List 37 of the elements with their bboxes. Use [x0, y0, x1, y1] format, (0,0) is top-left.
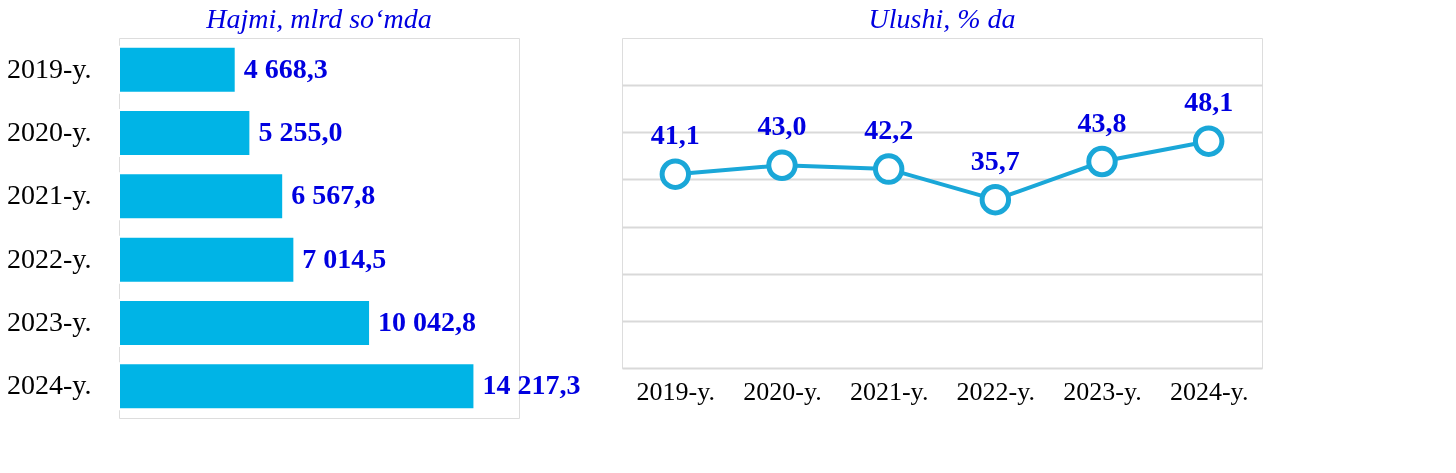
bar	[118, 299, 372, 347]
bar	[118, 109, 252, 157]
point	[979, 184, 1012, 216]
y-tick-label: 2021-y.	[6, 179, 92, 211]
bar	[118, 235, 296, 284]
point	[1086, 145, 1118, 178]
data-label: 48,1	[1184, 86, 1234, 118]
data-label: 6 567,8	[291, 179, 376, 211]
x-tick-label: 2022-y.	[956, 376, 1036, 406]
x-tick-label: 2023-y.	[1063, 376, 1142, 406]
bar	[118, 45, 237, 94]
data-label: 4 668,3	[243, 52, 328, 84]
point	[872, 153, 905, 185]
data-label: 14 217,3	[482, 369, 581, 401]
chart-title: Ulushi, % da	[868, 3, 1016, 34]
y-tick-label: 2023-y.	[6, 306, 92, 337]
y-tick-label: 2019-y.	[6, 52, 92, 84]
bar	[118, 172, 285, 221]
point	[1192, 125, 1225, 157]
data-label: 5 255,0	[258, 116, 343, 147]
bar	[118, 362, 476, 411]
data-label: 43,0	[757, 110, 807, 142]
x-tick-label: 2019-y.	[636, 376, 716, 406]
data-label: 41,1	[650, 119, 700, 151]
chart-title: Hajmi, mlrd so‘mda	[205, 3, 432, 34]
data-label: 10 042,8	[378, 306, 477, 337]
data-label: 42,2	[864, 114, 914, 146]
y-tick-label: 2020-y.	[6, 116, 92, 147]
x-tick-label: 2021-y.	[849, 376, 929, 406]
data-label: 7 014,5	[302, 242, 387, 274]
data-label: 43,8	[1077, 106, 1127, 138]
point	[766, 149, 798, 181]
point	[659, 158, 692, 190]
y-tick-label: 2022-y.	[6, 242, 92, 274]
x-tick-label: 2020-y.	[743, 376, 822, 406]
x-tick-label: 2024-y.	[1169, 376, 1249, 406]
data-label: 35,7	[970, 144, 1020, 176]
